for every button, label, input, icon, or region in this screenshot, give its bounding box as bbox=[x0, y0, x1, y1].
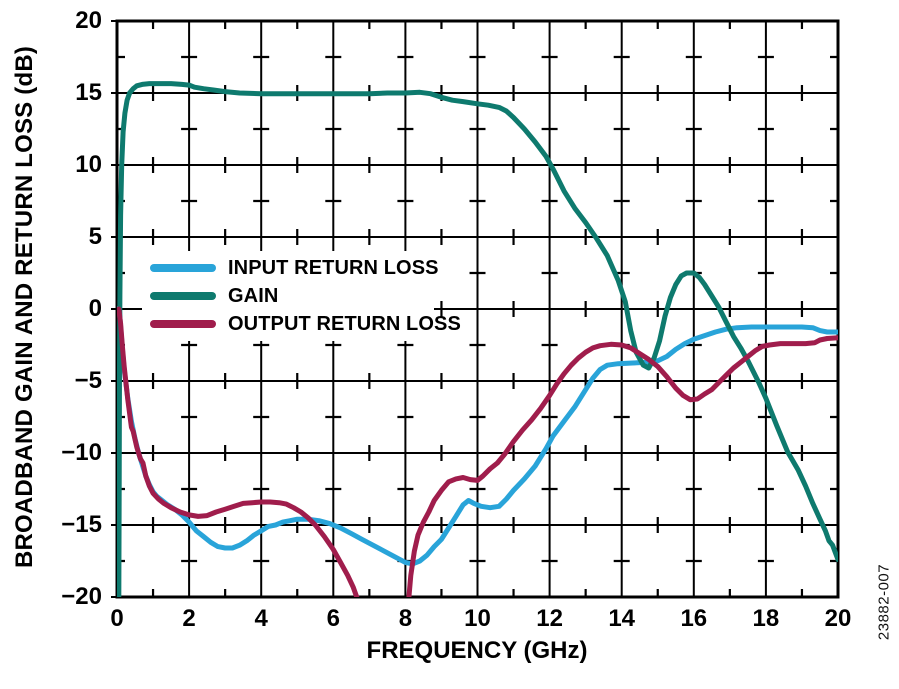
x-tick-label: 20 bbox=[824, 605, 852, 632]
x-axis-title: FREQUENCY (GHz) bbox=[366, 637, 588, 664]
x-tick-label: 14 bbox=[608, 605, 636, 632]
y-tick-label: −20 bbox=[61, 583, 102, 610]
y-tick-label: 20 bbox=[75, 7, 102, 34]
x-tick-label: 0 bbox=[110, 605, 124, 632]
minor-ticks bbox=[117, 21, 838, 597]
x-tick-label: 10 bbox=[464, 605, 491, 632]
x-tick-label: 12 bbox=[536, 605, 563, 632]
x-tick-label: 8 bbox=[398, 605, 413, 632]
output-return-loss-curve bbox=[406, 335, 838, 597]
y-tick-label: 15 bbox=[75, 79, 102, 106]
y-tick-label: −5 bbox=[74, 367, 102, 394]
y-tick-label: 10 bbox=[75, 151, 102, 178]
output-return-loss-curve bbox=[117, 306, 360, 597]
x-tick-label: 16 bbox=[680, 605, 708, 632]
legend-label: INPUT RETURN LOSS bbox=[228, 256, 439, 279]
gain-curve bbox=[117, 81, 838, 597]
x-tick-label: 6 bbox=[326, 605, 340, 632]
legend-item-output-return-loss: OUTPUT RETURN LOSS bbox=[150, 310, 461, 338]
legend-item-gain: GAIN bbox=[150, 282, 434, 310]
x-tick-label: 18 bbox=[752, 605, 780, 632]
legend-label: OUTPUT RETURN LOSS bbox=[228, 312, 461, 335]
y-tick-label: −15 bbox=[61, 511, 102, 538]
x-tick-label: 4 bbox=[254, 605, 268, 632]
y-tick-label: −10 bbox=[61, 439, 102, 466]
x-tick-label: 2 bbox=[182, 605, 196, 632]
output-return-loss-swatch bbox=[150, 320, 216, 328]
y-tick-label: 5 bbox=[88, 223, 102, 250]
figure-number: 23882-007 bbox=[875, 563, 893, 641]
legend-label: GAIN bbox=[228, 284, 279, 307]
legend: INPUT RETURN LOSS GAIN OUTPUT RETURN LOS… bbox=[142, 251, 461, 341]
legend-item-input-return-loss: INPUT RETURN LOSS bbox=[150, 254, 439, 282]
input-return-loss-swatch bbox=[150, 264, 216, 272]
gain-swatch bbox=[150, 292, 216, 300]
y-axis-title: BROADBAND GAIN AND RETURN LOSS (dB) bbox=[11, 45, 38, 569]
y-tick-label: 0 bbox=[88, 295, 102, 322]
